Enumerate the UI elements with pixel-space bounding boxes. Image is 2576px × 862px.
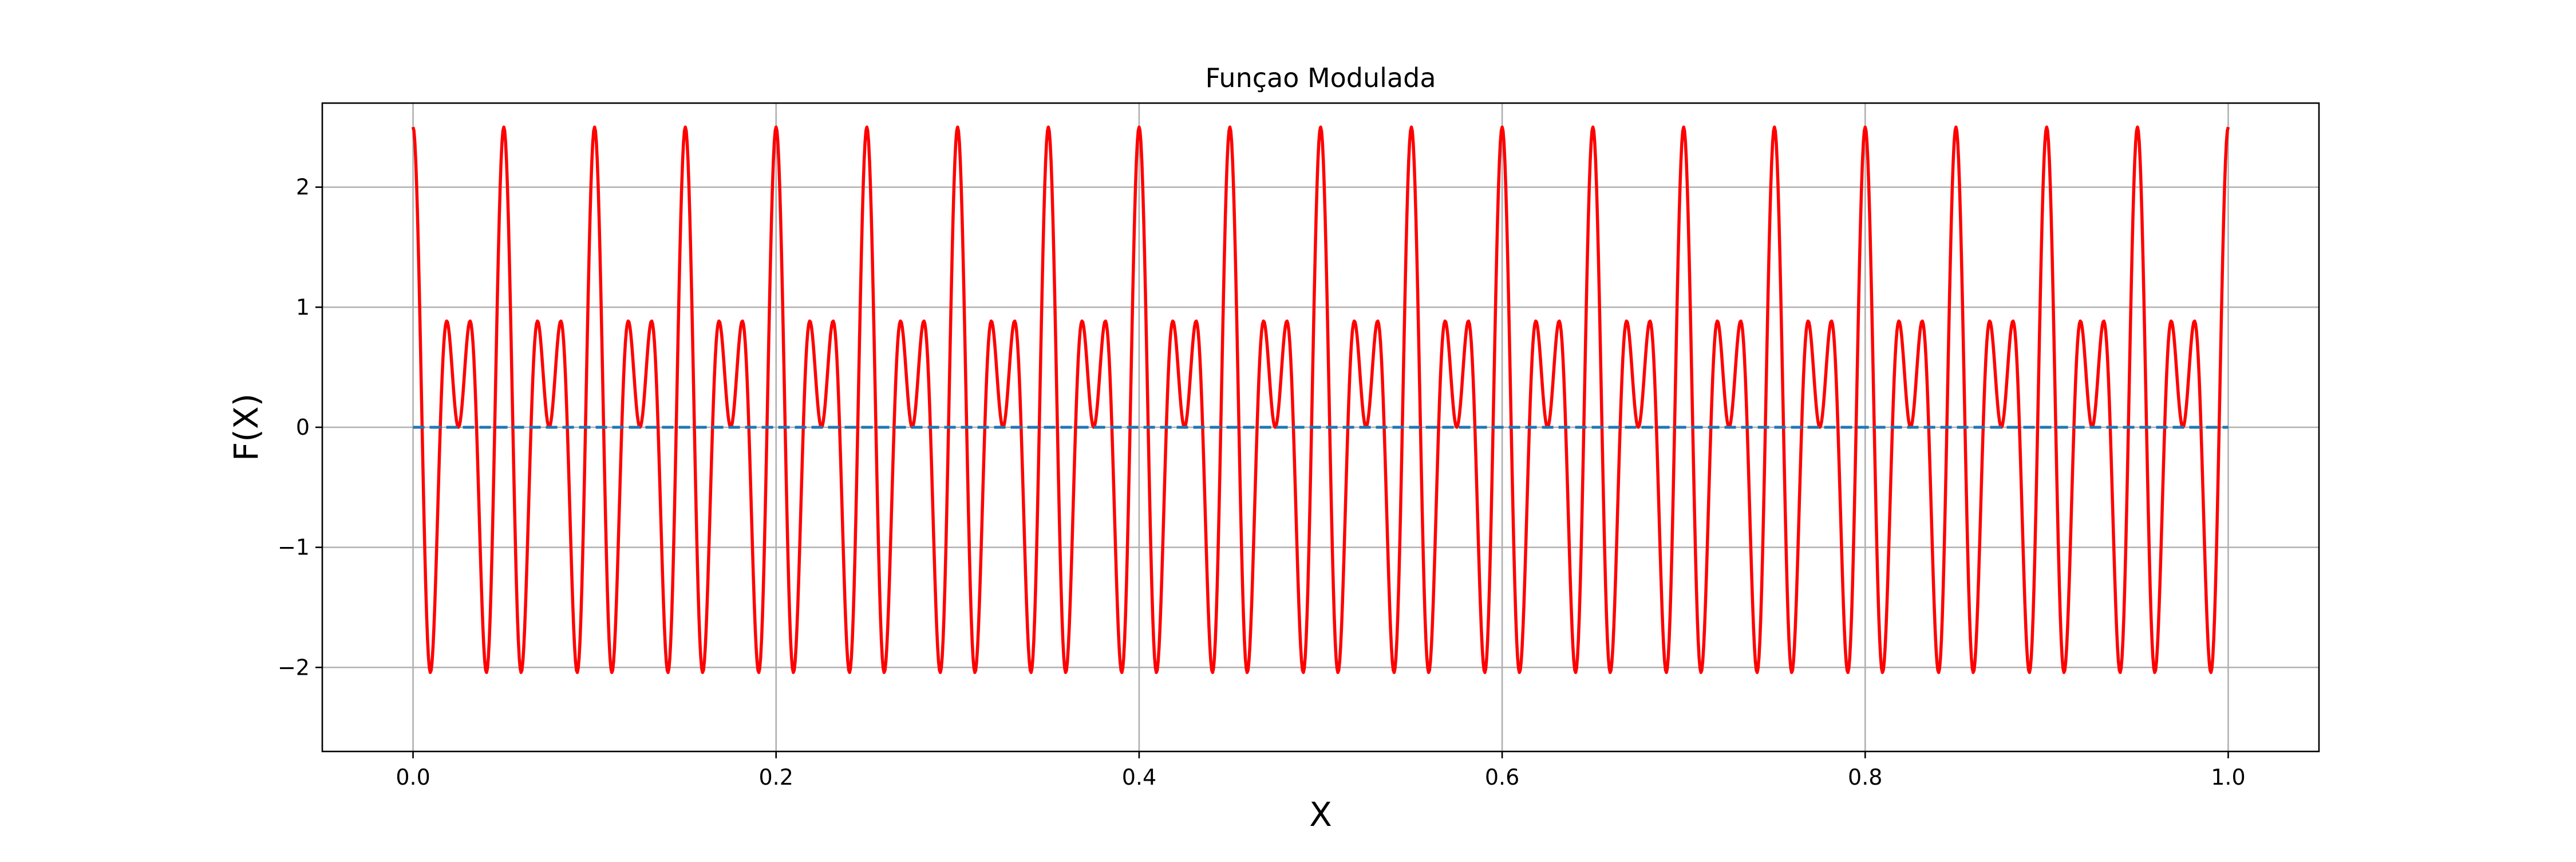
- y-tick-label: −1: [278, 535, 310, 560]
- plot-area: [411, 125, 2230, 674]
- ticks: 0.0 0.2 0.4 0.6 0.8 1.0 −2 −1 0 1 2: [278, 175, 2246, 790]
- y-axis-label: F(X): [227, 393, 266, 461]
- x-tick-label: 0.4: [1122, 765, 1156, 790]
- x-tick-label: 0.8: [1848, 765, 1882, 790]
- y-tick-label: 1: [296, 294, 310, 320]
- modulated-signal-series: [411, 125, 2230, 674]
- x-axis-label: X: [1309, 795, 1332, 834]
- chart-title: Funçao Modulada: [1205, 62, 1436, 93]
- x-tick-label: 1.0: [2211, 765, 2245, 790]
- x-tick-label: 0.6: [1485, 765, 1519, 790]
- x-tick-label: 0.0: [396, 765, 430, 790]
- x-tick-label: 0.2: [759, 765, 793, 790]
- y-tick-label: 0: [296, 415, 310, 440]
- y-tick-label: −2: [278, 655, 310, 680]
- y-tick-label: 2: [296, 175, 310, 200]
